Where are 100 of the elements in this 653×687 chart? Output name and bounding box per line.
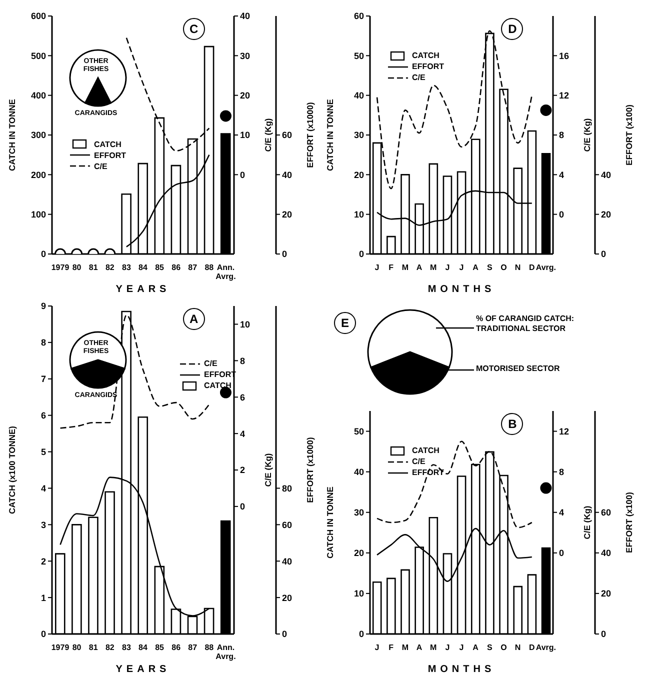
y3-tick-label: 0 [282,249,288,260]
legend-label: C/E [94,160,108,172]
x-tick-label: 84 [138,263,148,272]
x-tick-label: N [514,263,521,272]
x-tick-label: D [528,263,535,272]
y-tick-label: 30 [354,508,364,518]
x-tick-label: 84 [138,643,148,652]
y2-tick-label: 0 [240,170,246,180]
y-tick-label: 600 [30,11,46,22]
y2-tick-label: 0 [559,548,564,558]
y2-tick-label: 8 [240,356,246,366]
x-tick-label: 80 [72,643,82,652]
legend-label: CATCH [204,380,232,391]
y2-tick-label: 10 [240,130,250,140]
x-tick-label: S [486,643,493,652]
x-tick-label: 87 [188,643,198,652]
y-tick-label: 40 [354,90,364,101]
y-tick-label: 10 [354,210,364,220]
y2-tick-label: 2 [240,465,246,476]
x-tick-label: 1979 [51,643,70,652]
x-tick-label: Avrg. [536,643,556,652]
y2-axis-title: C/E (Kg) [582,506,592,540]
x-tick-label: J [445,263,450,272]
circled-letter: A [182,308,205,330]
x-tick-label: A [472,263,479,272]
legend-label: C/E [204,358,218,369]
slice-label: TRADITIONAL SECTOR [476,324,566,333]
y-tick-label: 9 [40,301,46,312]
y-tick-label: 8 [40,338,46,348]
y-tick-label: 6 [40,410,46,421]
x-tick-label: A [416,643,422,652]
x-tick-label: D [528,643,535,652]
x-tick-label: F [388,263,394,272]
y3-tick-label: 0 [601,249,606,260]
y3-tick-label: 40 [601,548,612,558]
x-tick-label: Ann. Avrg. [216,643,236,661]
y-axis-title: CATCH IN TONNE [325,486,336,558]
y3-axis-title: EFFORT (x100) [624,104,634,166]
y3-tick-label: 0 [601,629,606,640]
y-axis-title: CATCH (x100 TONNE) [7,426,18,514]
y-tick-label: 30 [354,130,364,140]
y3-tick-label: 20 [282,592,292,603]
y2-axis-title: C/E (Kg) [263,453,274,487]
y2-tick-label: 12 [559,90,570,101]
x-axis-title: MONTHS [428,284,496,295]
y-tick-label: 2 [40,556,46,566]
y2-tick-label: 10 [240,319,250,330]
y-tick-label: 60 [354,11,364,22]
x-tick-label: 83 [122,643,132,652]
x-tick-label: A [472,643,479,652]
legend-label: C/E [412,72,426,83]
y3-tick-label: 20 [601,210,612,220]
x-tick-label: Avrg. [536,263,556,272]
circled-letter: D [501,18,524,40]
y-tick-label: 0 [358,629,364,640]
y-tick-label: 20 [354,548,364,558]
x-tick-label: J [459,263,464,272]
y3-tick-label: 80 [282,483,292,494]
x-tick-label: 88 [204,263,214,272]
x-tick-label: 86 [172,263,182,272]
y3-tick-label: 20 [601,588,612,599]
x-tick-label: N [514,643,521,652]
y2-tick-label: 12 [559,426,570,436]
y-tick-label: 0 [358,249,364,260]
y3-axis-title: EFFORT (x1000) [305,437,316,503]
y-tick-label: 50 [354,426,364,436]
x-tick-label: J [374,263,380,272]
x-tick-label: 1979 [51,263,70,272]
slice-label: MOTORISED SECTOR [476,364,560,373]
y-tick-label: 0 [40,629,46,640]
text: % OF CARANGID CATCH: [476,314,574,323]
y2-tick-label: 4 [559,170,564,180]
x-tick-label: J [374,643,380,652]
y-tick-label: 0 [40,249,46,260]
y2-tick-label: 8 [559,130,564,140]
y-tick-label: 50 [354,50,364,61]
y-tick-label: 400 [30,90,46,101]
legend-label: CATCH [94,138,122,150]
circled-letter: B [501,413,524,435]
y-axis-title: CATCH IN TONNE [7,98,18,171]
x-axis-title: YEARS [116,664,170,675]
y2-axis-title: C/E (Kg) [582,118,592,152]
x-tick-label: 85 [155,643,165,652]
y-tick-label: 200 [30,170,46,180]
x-axis-title: YEARS [116,284,170,295]
y3-tick-label: 60 [282,520,292,530]
y-tick-label: 1 [40,592,46,603]
y-tick-label: 4 [40,483,46,494]
y2-tick-label: 4 [240,428,246,439]
y-tick-label: 300 [30,130,46,140]
x-tick-label: 81 [88,643,98,652]
legend-label: CATCH [412,50,440,61]
y2-tick-label: 4 [559,508,564,518]
y2-tick-label: 20 [240,90,250,101]
x-tick-label: M [430,643,438,652]
y2-tick-label: 0 [240,502,246,512]
x-tick-label: F [388,643,394,652]
legend-label: EFFORT [412,61,444,72]
y3-tick-label: 60 [601,508,612,518]
x-tick-label: 82 [105,263,115,272]
